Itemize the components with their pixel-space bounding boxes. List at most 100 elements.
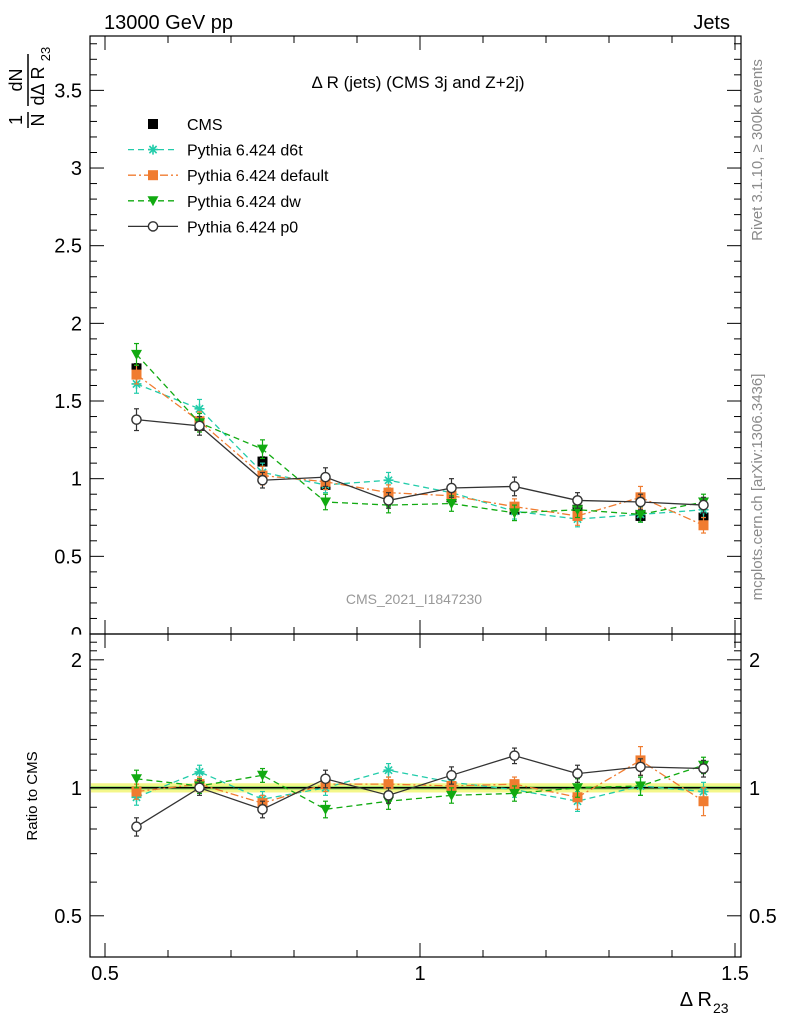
y-tick-label: 1.5 bbox=[54, 391, 82, 413]
series-pythia-6-424-d6t bbox=[131, 374, 709, 528]
legend-marker bbox=[148, 119, 158, 129]
series-pythia-6-424-dw bbox=[131, 342, 709, 523]
legend-item-pythia-6-424-default: Pythia 6.424 default bbox=[128, 168, 329, 185]
x-axis-label-subscript: 23 bbox=[713, 1000, 729, 1016]
legend-label: Pythia 6.424 p0 bbox=[187, 219, 298, 236]
data-point bbox=[320, 497, 331, 508]
x-tick-label: 1.5 bbox=[721, 963, 749, 985]
data-point bbox=[383, 495, 394, 506]
data-point bbox=[572, 495, 583, 506]
ratio-panel: 0.5 0.5 1 1 2 2 0.5 1 1.5 Ratio to CMS Δ R 23 bbox=[24, 633, 777, 1016]
analysis-watermark: CMS_2021_I1847230 bbox=[346, 591, 482, 607]
data-point bbox=[446, 482, 457, 494]
legend-label: CMS bbox=[187, 117, 223, 134]
series-line bbox=[136, 374, 704, 526]
data-point bbox=[698, 520, 709, 531]
legend-item-cms: CMS bbox=[148, 117, 223, 134]
y-tick-label: 3.5 bbox=[54, 80, 82, 102]
ratio-point bbox=[383, 765, 394, 776]
data-point bbox=[131, 369, 142, 380]
legend-item-pythia-6-424-d6t: Pythia 6.424 d6t bbox=[128, 143, 303, 160]
data-point bbox=[257, 456, 268, 467]
header-jets-label: Jets bbox=[693, 12, 730, 34]
legend-label: Pythia 6.424 dw bbox=[187, 194, 301, 211]
data-point bbox=[131, 349, 142, 360]
data-point bbox=[383, 475, 394, 486]
ratio-point bbox=[194, 782, 205, 794]
legend: CMS Pythia 6.424 d6t Pythia 6.424 default P… bbox=[128, 117, 329, 236]
y-tick-label: 0.5 bbox=[54, 546, 82, 568]
ratio-point bbox=[320, 773, 331, 785]
y-tick-label-right: 2 bbox=[749, 650, 760, 672]
rivet-version-label: Rivet 3.1.10, ≥ 300k events bbox=[749, 59, 766, 241]
data-point bbox=[572, 505, 583, 516]
data-point bbox=[446, 499, 457, 510]
legend-marker bbox=[148, 144, 158, 155]
legend-marker bbox=[148, 170, 158, 181]
ratio-point bbox=[509, 750, 520, 761]
x-tick-label: 0.5 bbox=[91, 963, 119, 985]
legend-label: Pythia 6.424 default bbox=[187, 168, 329, 185]
ratio-point bbox=[320, 804, 331, 815]
series-line bbox=[136, 419, 704, 506]
y-tick-label: 2 bbox=[71, 650, 82, 672]
ratio-point bbox=[509, 779, 520, 790]
legend-item-pythia-6-424-dw: Pythia 6.424 dw bbox=[128, 194, 301, 211]
ratio-point bbox=[257, 770, 268, 781]
data-point bbox=[257, 444, 268, 455]
ratio-series-pythia-6-424-default bbox=[131, 745, 709, 817]
header-energy-label: 13000 GeV pp bbox=[104, 12, 233, 34]
ratio-line bbox=[136, 755, 704, 828]
ratio-point bbox=[509, 788, 520, 799]
x-axis-label: Δ R bbox=[680, 989, 712, 1011]
y-tick-label: 2 bbox=[71, 313, 82, 335]
ratio-point bbox=[383, 790, 394, 801]
legend-item-pythia-6-424-p0: Pythia 6.424 p0 bbox=[128, 219, 298, 236]
y-label-d-den: dΔ R bbox=[28, 66, 48, 105]
ratio-point bbox=[383, 779, 394, 790]
ratio-point bbox=[635, 781, 646, 792]
data-point bbox=[509, 481, 520, 492]
y-label-d-num: dN bbox=[6, 68, 26, 91]
y-axis-label: 1 NdN dΔ R 23 bbox=[6, 47, 53, 128]
ratio-point bbox=[572, 768, 583, 779]
ratio-point bbox=[257, 804, 268, 815]
ratio-point bbox=[131, 821, 142, 833]
y-label-subscript: 23 bbox=[38, 47, 53, 61]
series-cms bbox=[131, 363, 709, 523]
y-tick-label: 3 bbox=[71, 158, 82, 180]
y-tick-label-right: 1 bbox=[749, 778, 760, 800]
data-point bbox=[131, 414, 142, 425]
legend-marker bbox=[147, 221, 159, 232]
ratio-frame bbox=[89, 633, 742, 958]
y-tick-label: 0.5 bbox=[54, 906, 82, 928]
ratio-y-axis-label: Ratio to CMS bbox=[24, 751, 41, 840]
ratio-point bbox=[131, 786, 142, 797]
ratio-point bbox=[446, 780, 457, 791]
ratio-point bbox=[131, 774, 142, 785]
y-label-frac-num: 1 bbox=[6, 115, 26, 125]
x-tick-label: 1 bbox=[414, 963, 425, 985]
ratio-series-pythia-6-424-dw bbox=[131, 756, 709, 819]
chart-title: Δ R (jets) (CMS 3j and Z+2j) bbox=[311, 73, 524, 92]
legend-marker bbox=[147, 196, 159, 207]
series-line bbox=[136, 353, 704, 516]
label-clip bbox=[60, 634, 89, 647]
ratio-point bbox=[698, 796, 709, 807]
ratio-point bbox=[635, 761, 646, 773]
ratio-point bbox=[698, 763, 709, 774]
data-point bbox=[194, 420, 205, 432]
legend-label: Pythia 6.424 d6t bbox=[187, 143, 303, 160]
data-point bbox=[635, 496, 646, 508]
data-point bbox=[257, 474, 268, 486]
y-tick-label: 1 bbox=[71, 778, 82, 800]
y-tick-label: 2.5 bbox=[54, 236, 82, 258]
data-point bbox=[635, 509, 646, 520]
y-label-frac-den: N bbox=[28, 114, 48, 127]
data-point bbox=[194, 403, 205, 414]
data-point bbox=[509, 508, 520, 519]
ratio-line bbox=[136, 769, 704, 802]
series-pythia-6-424-p0 bbox=[131, 408, 709, 514]
